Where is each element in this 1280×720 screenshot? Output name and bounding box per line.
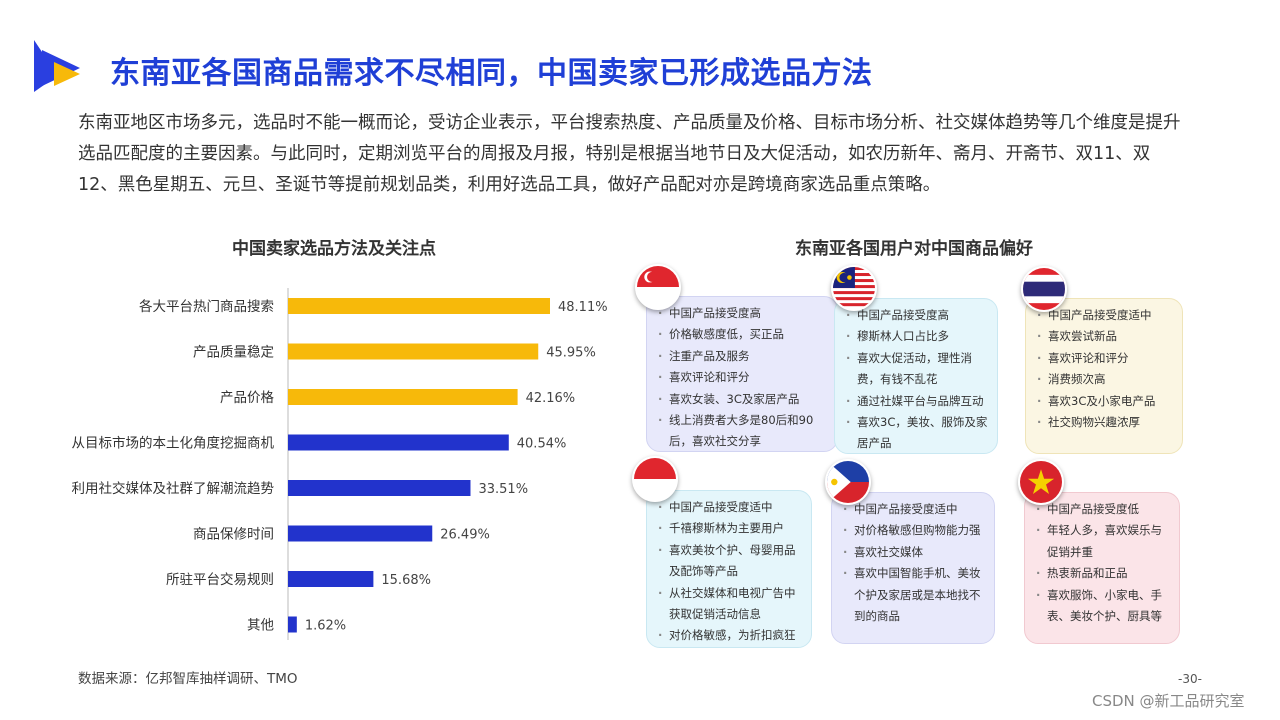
- preference-item: 中国产品接受度适中: [1037, 305, 1174, 327]
- card-singapore: 中国产品接受度高价格敏感度低，买正品注重产品及服务喜欢评论和评分喜欢女装、3C及…: [646, 296, 838, 452]
- category-label: 所驻平台交易规则: [166, 571, 274, 588]
- preference-item: 喜欢美妆个护、母婴用品及配饰等产品: [658, 540, 803, 583]
- category-label: 其他: [247, 618, 274, 634]
- bar: [288, 389, 518, 405]
- bar: [288, 525, 433, 542]
- left-chart-title: 中国卖家选品方法及关注点: [232, 239, 436, 259]
- bar: [288, 480, 471, 496]
- philippines-flag-icon: [825, 459, 871, 505]
- page-title: 东南亚各国商品需求不尽相同，中国卖家已形成选品方法: [110, 56, 873, 91]
- value-label: 33.51%: [478, 482, 528, 497]
- brand-logo: [34, 40, 82, 92]
- preference-item: 喜欢大促活动，理性消费，有钱不乱花: [846, 348, 989, 391]
- preference-item: 年轻人多，喜欢娱乐与促销并重: [1036, 520, 1171, 563]
- preference-item: 热衷新品和正品: [1036, 563, 1171, 585]
- preference-item: 消费频次高: [1037, 369, 1174, 391]
- intro-paragraph: 东南亚地区市场多元，选品时不能一概而论，受访企业表示，平台搜索热度、产品质量及价…: [78, 113, 1181, 195]
- preference-item: 中国产品接受度高: [658, 303, 829, 325]
- preference-item: 中国产品接受度高: [846, 305, 989, 327]
- category-label: 各大平台热门商品搜索: [139, 299, 274, 315]
- preference-item: 中国产品接受度适中: [843, 499, 986, 521]
- card-thailand: 中国产品接受度适中喜欢尝试新品喜欢评论和评分消费频次高喜欢3C及小家电产品社交购…: [1025, 298, 1183, 454]
- preference-item: 喜欢中国智能手机、美妆个护及家居或是本地找不到的商品: [843, 563, 986, 627]
- bar: [288, 343, 539, 360]
- value-label: 42.16%: [526, 391, 576, 406]
- bar: [288, 616, 297, 633]
- category-label: 利用社交媒体及社群了解潮流趋势: [72, 480, 275, 497]
- card-malaysia: 中国产品接受度高穆斯林人口占比多喜欢大促活动，理性消费，有钱不乱花通过社媒平台与…: [834, 298, 998, 454]
- value-label: 26.49%: [440, 528, 490, 543]
- preference-item: 喜欢服饰、小家电、手表、美妆个护、厨具等: [1036, 585, 1171, 628]
- category-label: 商品保修时间: [193, 527, 274, 543]
- indonesia-flag-icon: [632, 456, 678, 502]
- preference-item: 社交购物兴趣浓厚: [1037, 412, 1174, 434]
- preference-item: 喜欢女装、3C及家居产品: [658, 389, 829, 411]
- preference-item: 穆斯林人口占比多: [846, 326, 989, 348]
- preference-item: 中国产品接受度适中: [658, 497, 803, 519]
- card-list: 中国产品接受度适中喜欢尝试新品喜欢评论和评分消费频次高喜欢3C及小家电产品社交购…: [1037, 305, 1174, 434]
- preference-item: 对价格敏感，为折扣疯狂: [658, 625, 803, 647]
- preference-item: 对价格敏感但购物能力强: [843, 520, 986, 542]
- card-list: 中国产品接受度高价格敏感度低，买正品注重产品及服务喜欢评论和评分喜欢女装、3C及…: [658, 303, 829, 453]
- singapore-flag-icon: [635, 264, 681, 310]
- preference-item: 千禧穆斯林为主要用户: [658, 518, 803, 540]
- card-list: 中国产品接受度适中对价格敏感但购物能力强喜欢社交媒体喜欢中国智能手机、美妆个护及…: [843, 499, 986, 627]
- malaysia-flag-icon: [831, 265, 877, 311]
- bar: [288, 298, 550, 314]
- card-indonesia: 中国产品接受度适中千禧穆斯林为主要用户喜欢美妆个护、母婴用品及配饰等产品从社交媒…: [646, 490, 812, 648]
- preference-item: 通过社媒平台与品牌互动: [846, 391, 989, 413]
- value-label: 1.62%: [305, 619, 346, 634]
- category-label: 产品质量稳定: [193, 345, 274, 361]
- preference-item: 注重产品及服务: [658, 346, 829, 368]
- card-list: 中国产品接受度高穆斯林人口占比多喜欢大促活动，理性消费，有钱不乱花通过社媒平台与…: [846, 305, 989, 455]
- preference-item: 喜欢3C，美妆、服饰及家居产品: [846, 412, 989, 455]
- value-label: 40.54%: [517, 437, 567, 452]
- selection-method-bar-chart: 各大平台热门商品搜索 48.11% 产品质量稳定 45.95% 产品价格 42.16% 从目…: [72, 288, 608, 640]
- card-vietnam: 中国产品接受度低年轻人多，喜欢娱乐与促销并重热衷新品和正品喜欢服饰、小家电、手表…: [1024, 492, 1180, 644]
- page-number: -30-: [1178, 672, 1202, 686]
- category-label: 从目标市场的本土化角度挖掘商机: [72, 435, 275, 452]
- vietnam-flag-icon: [1018, 459, 1064, 505]
- card-list: 中国产品接受度适中千禧穆斯林为主要用户喜欢美妆个护、母婴用品及配饰等产品从社交媒…: [658, 497, 803, 647]
- thailand-flag-icon: [1021, 266, 1067, 312]
- preference-item: 喜欢社交媒体: [843, 542, 986, 564]
- preference-item: 喜欢评论和评分: [658, 367, 829, 389]
- bar: [288, 571, 374, 587]
- value-label: 48.11%: [558, 300, 608, 315]
- preference-item: 喜欢尝试新品: [1037, 326, 1174, 348]
- data-source-note: 数据来源：亿邦智库抽样调研、TMO: [78, 671, 298, 687]
- preference-item: 线上消费者大多是80后和90后，喜欢社交分享: [658, 410, 829, 453]
- card-philippines: 中国产品接受度适中对价格敏感但购物能力强喜欢社交媒体喜欢中国智能手机、美妆个护及…: [831, 492, 995, 644]
- preference-item: 价格敏感度低，买正品: [658, 324, 829, 346]
- value-label: 15.68%: [381, 573, 431, 588]
- preference-item: 从社交媒体和电视广告中获取促销活动信息: [658, 583, 803, 626]
- value-label: 45.95%: [546, 346, 596, 361]
- watermark: CSDN @新工品研究室: [1092, 692, 1245, 710]
- preference-item: 喜欢3C及小家电产品: [1037, 391, 1174, 413]
- category-label: 产品价格: [220, 390, 274, 406]
- card-list: 中国产品接受度低年轻人多，喜欢娱乐与促销并重热衷新品和正品喜欢服饰、小家电、手表…: [1036, 499, 1171, 628]
- preference-item: 喜欢评论和评分: [1037, 348, 1174, 370]
- right-section-title: 东南亚各国用户对中国商品偏好: [795, 239, 1033, 259]
- bar: [288, 434, 509, 451]
- preference-item: 中国产品接受度低: [1036, 499, 1171, 521]
